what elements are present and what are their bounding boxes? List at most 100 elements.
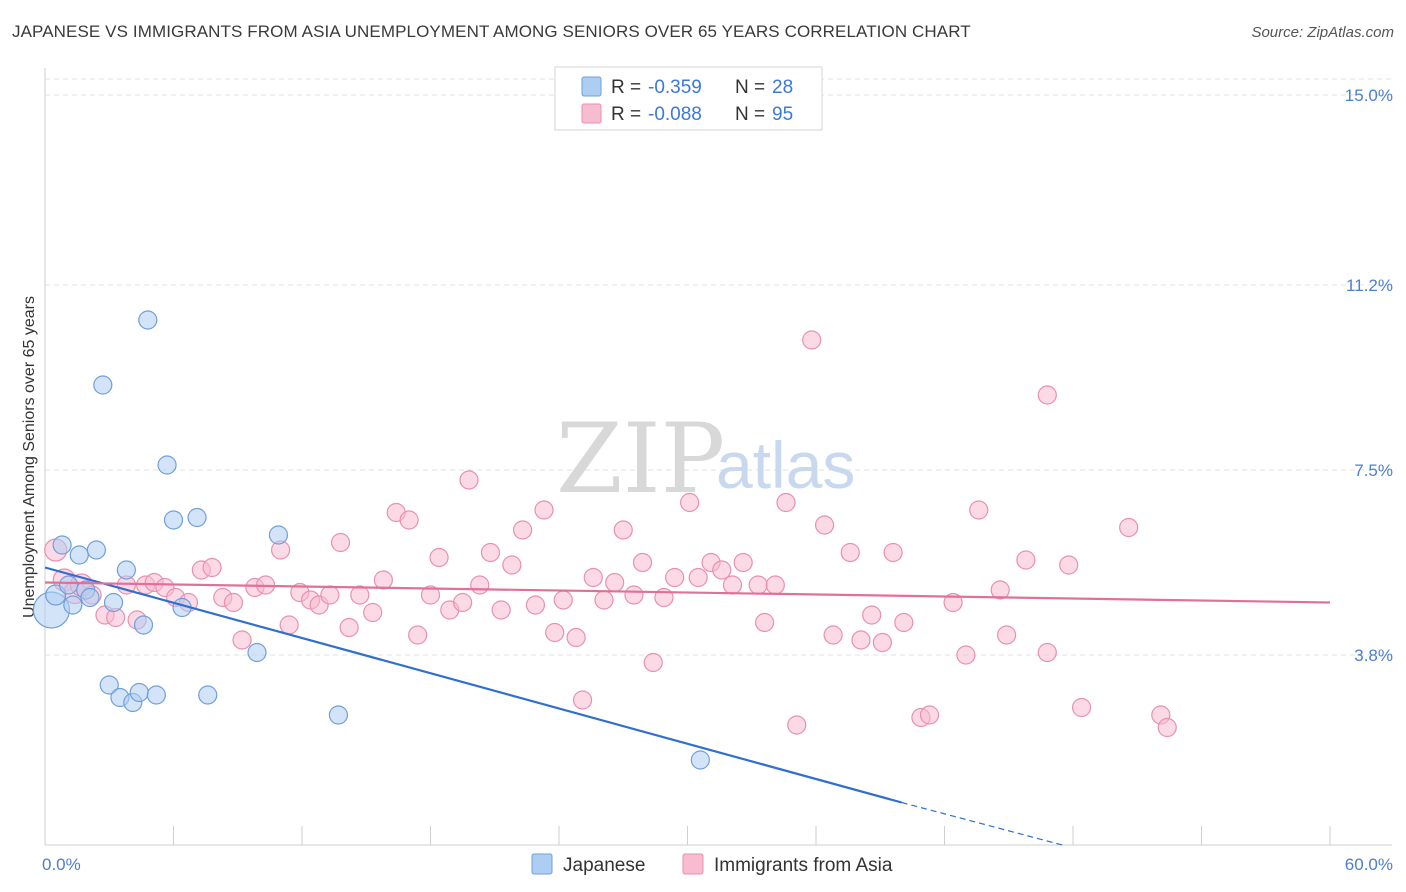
- point-asia-49: [566, 627, 586, 648]
- point-asia-46: [534, 500, 554, 520]
- y-tick-label-3: 15.0%: [1345, 86, 1393, 105]
- point-asia-71: [802, 330, 822, 350]
- point-asia-67: [754, 612, 775, 633]
- point-japanese-9: [93, 375, 113, 395]
- point-japanese-24: [247, 642, 267, 663]
- point-asia-57: [643, 652, 663, 673]
- legend-r-value-0: -0.359: [648, 77, 702, 98]
- point-asia-26: [320, 585, 340, 605]
- point-asia-81: [919, 705, 940, 725]
- legend-swatch-asia: [581, 103, 602, 124]
- point-asia-51: [583, 567, 603, 588]
- point-asia-75: [851, 630, 871, 650]
- point-asia-18: [232, 630, 252, 650]
- point-asia-17: [223, 592, 244, 613]
- point-japanese-19: [157, 455, 177, 475]
- point-asia-39: [459, 470, 479, 490]
- point-asia-28: [339, 617, 359, 638]
- point-asia-86: [997, 625, 1017, 645]
- legend-n-label-1: N =: [735, 104, 765, 125]
- point-asia-33: [399, 510, 419, 530]
- point-asia-78: [883, 542, 903, 563]
- point-asia-82: [943, 592, 963, 613]
- point-asia-94: [1157, 717, 1177, 738]
- point-japanese-15: [129, 682, 149, 703]
- point-asia-91: [1071, 697, 1092, 718]
- bottom-legend-swatch-asia: [682, 853, 704, 875]
- point-asia-30: [363, 602, 383, 623]
- point-asia-85: [990, 580, 1010, 600]
- point-asia-76: [862, 605, 882, 625]
- point-japanese-5: [69, 545, 89, 565]
- point-japanese-2: [52, 535, 72, 555]
- point-japanese-17: [138, 310, 158, 330]
- point-asia-73: [823, 625, 843, 645]
- bottom-legend: Japanese Immigrants from Asia: [531, 853, 893, 876]
- point-asia-70: [787, 715, 807, 735]
- point-asia-35: [420, 585, 441, 605]
- point-asia-36: [429, 547, 449, 568]
- point-asia-61: [688, 567, 708, 588]
- point-asia-59: [665, 567, 685, 588]
- point-asia-50: [572, 690, 593, 710]
- point-asia-52: [594, 590, 614, 610]
- point-asia-69: [776, 492, 796, 513]
- y-tick-label-2: 11.2%: [1346, 276, 1393, 295]
- point-asia-15: [202, 557, 222, 578]
- y-axis-label: Unemployment Among Seniors over 65 years: [21, 296, 38, 618]
- point-asia-92: [1119, 517, 1139, 538]
- bottom-legend-label-japanese: Japanese: [563, 855, 645, 876]
- trend-line-asia: [44, 581, 1331, 604]
- point-asia-40: [470, 575, 490, 595]
- point-japanese-26: [328, 705, 349, 725]
- point-asia-90: [1059, 555, 1079, 575]
- point-asia-60: [680, 492, 700, 513]
- point-japanese-4: [63, 595, 83, 615]
- point-asia-55: [624, 585, 644, 605]
- point-asia-87: [1016, 550, 1036, 570]
- point-asia-72: [814, 515, 835, 535]
- watermark-atlas: atlas: [716, 428, 855, 502]
- point-asia-47: [545, 622, 565, 643]
- x-tick-label-1: 60.0%: [1345, 855, 1393, 874]
- point-japanese-10: [99, 675, 119, 695]
- point-japanese-16: [133, 615, 154, 635]
- point-asia-56: [632, 552, 653, 573]
- point-asia-31: [373, 570, 393, 590]
- legend-r-value-1: -0.088: [648, 104, 702, 125]
- axes: [44, 68, 1392, 846]
- chart-source: Source: ZipAtlas.com: [1251, 24, 1394, 41]
- point-asia-44: [512, 520, 533, 540]
- point-asia-66: [748, 575, 768, 595]
- x-tick-labels: 0.0% 60.0%: [42, 855, 1393, 874]
- point-asia-45: [525, 595, 546, 615]
- point-asia-41: [480, 542, 501, 563]
- point-japanese-20: [163, 510, 184, 530]
- bottom-legend-label-asia: Immigrants from Asia: [714, 855, 893, 876]
- watermark: ZIP atlas: [556, 403, 855, 515]
- point-japanese-8: [86, 540, 107, 560]
- y-tick-labels: 3.8% 7.5% 11.2% 15.0%: [1345, 86, 1393, 665]
- data-points: [32, 310, 1177, 770]
- point-asia-22: [279, 615, 299, 635]
- point-japanese-7: [80, 587, 100, 608]
- x-tick-label-0: 0.0%: [42, 855, 81, 874]
- legend-r-label-0: R =: [611, 77, 641, 98]
- legend-n-value-0: 28: [772, 77, 793, 98]
- point-asia-84: [969, 500, 989, 520]
- point-japanese-22: [187, 507, 207, 528]
- point-asia-27: [330, 532, 351, 553]
- point-asia-29: [350, 585, 370, 605]
- trend-line-extension-japanese: [901, 801, 1063, 846]
- point-asia-63: [712, 560, 732, 580]
- legend-box: R = -0.359 N = 28 R = -0.088 N = 95: [554, 66, 823, 131]
- trend-line-japanese: [44, 566, 902, 804]
- point-asia-53: [605, 572, 625, 593]
- point-asia-77: [872, 632, 892, 653]
- chart-title: JAPANESE VS IMMIGRANTS FROM ASIA UNEMPLO…: [12, 22, 971, 41]
- point-japanese-11: [103, 592, 124, 613]
- point-asia-34: [408, 625, 428, 645]
- point-asia-68: [765, 575, 785, 595]
- point-japanese-18: [146, 685, 166, 705]
- legend-swatch-japanese: [581, 76, 602, 97]
